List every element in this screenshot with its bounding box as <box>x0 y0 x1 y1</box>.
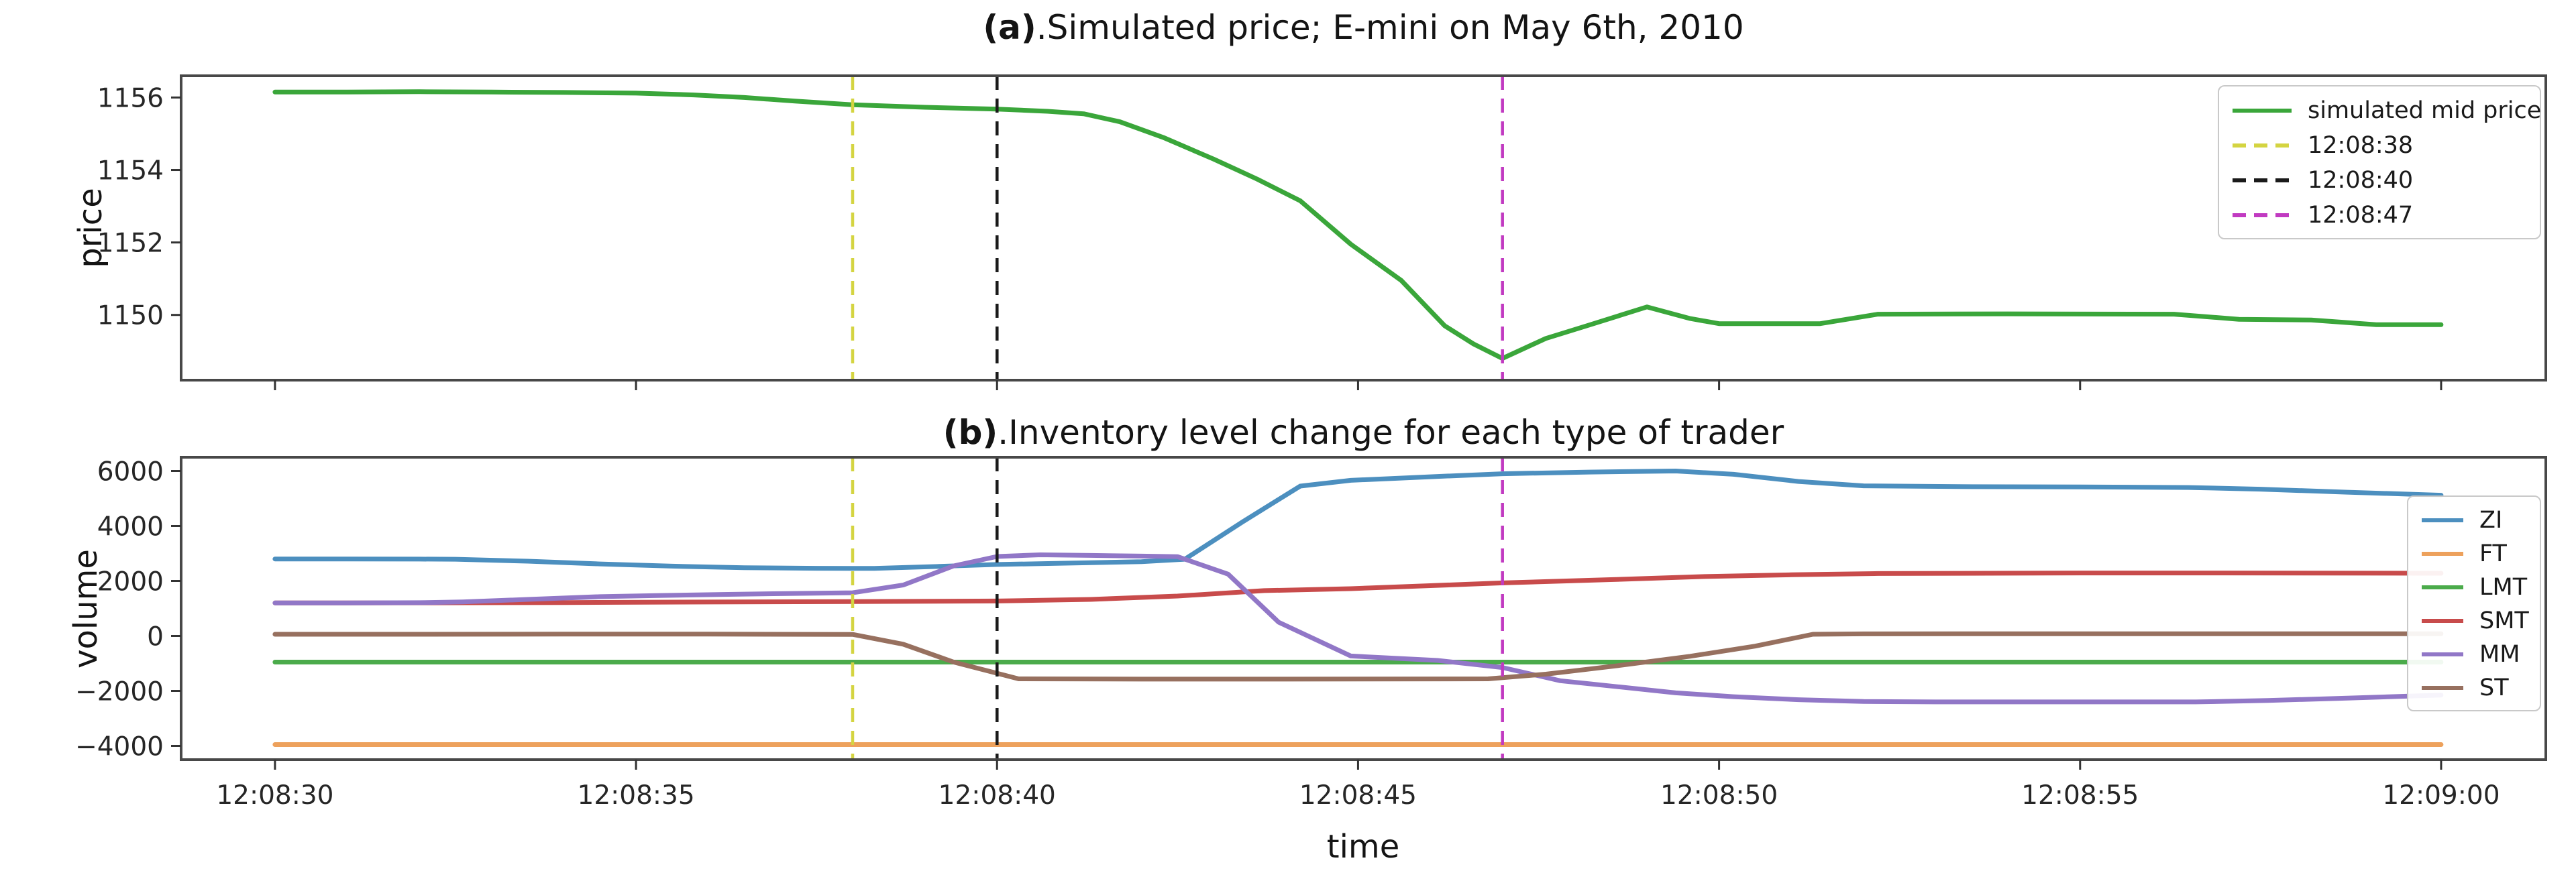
panel-b-title: (b).Inventory level change for each type… <box>181 413 2546 452</box>
legend-item-ft: FT <box>2420 537 2530 571</box>
x-tick-label: 12:08:35 <box>578 780 695 811</box>
mm-line <box>272 552 2444 705</box>
legend-line-sample <box>2422 619 2463 623</box>
y-tick-label: 1154 <box>97 156 164 186</box>
legend-line-sample <box>2422 552 2463 556</box>
legend-label: simulated mid price <box>2308 97 2542 124</box>
x-tick-label: 12:08:50 <box>1660 780 1778 811</box>
zi-line <box>272 469 2444 571</box>
panel-b-legend: ZI FT LMT SMT MM ST <box>2407 495 2541 711</box>
y-tick-label: −4000 <box>75 732 164 762</box>
x-tick-label: 12:08:30 <box>216 780 333 811</box>
legend-label: LMT <box>2479 574 2528 601</box>
legend-line-sample <box>2422 686 2463 690</box>
legend-label: ZI <box>2479 507 2503 534</box>
legend-label: 12:08:47 <box>2308 202 2414 229</box>
axes-frame <box>180 456 2547 761</box>
smt-line <box>272 571 2444 605</box>
legend-label: FT <box>2479 540 2507 567</box>
x-tick-label: 12:08:45 <box>1299 780 1417 811</box>
panel-a-legend: simulated mid price 12:08:38 12:08:40 12:08… <box>2218 85 2541 239</box>
panel-b-title-text: .Inventory level change for each type of… <box>998 413 1784 452</box>
legend-label: ST <box>2479 674 2509 701</box>
y-tick-label: 1152 <box>97 229 164 259</box>
legend-label: SMT <box>2479 607 2529 634</box>
legend-label: 12:08:38 <box>2308 132 2414 159</box>
legend-dashed-line-sample <box>2233 143 2292 148</box>
y-tick-label: 1150 <box>97 301 164 331</box>
y-tick-label: 2000 <box>97 567 164 597</box>
legend-dashed-line-sample <box>2233 178 2292 182</box>
legend-item-mm: MM <box>2420 638 2530 671</box>
legend-item-simulated-mid-price: simulated mid price <box>2231 93 2541 128</box>
legend-item-12-08-38: 12:08:38 <box>2231 128 2530 163</box>
legend-item-smt: SMT <box>2420 604 2530 638</box>
panel-b-plot-area: 6000 4000 2000 0 −2000 −4000 12:08:30 12:08:35 1… <box>75 456 2547 811</box>
st-line <box>272 631 2444 682</box>
legend-item-12-08-47: 12:08:47 <box>2231 198 2530 233</box>
x-tick-label: 12:08:55 <box>2021 780 2139 811</box>
legend-label: 12:08:40 <box>2308 167 2414 194</box>
y-tick-label: 6000 <box>97 457 164 487</box>
x-axis-label: time <box>1326 828 1400 866</box>
panel-a-title-text: .Simulated price; E-mini on May 6th, 201… <box>1036 8 1744 47</box>
panel-a-plot-area: 1156 1154 1152 1150 <box>97 74 2547 390</box>
panel-b-ylabel: volume <box>67 549 105 668</box>
y-tick-label: −2000 <box>75 677 164 707</box>
legend-label: MM <box>2479 641 2520 668</box>
y-tick-label: 1156 <box>97 83 164 113</box>
legend-item-zi: ZI <box>2420 504 2530 537</box>
x-tick-label: 12:09:00 <box>2382 780 2500 811</box>
legend-item-12-08-40: 12:08:40 <box>2231 163 2530 198</box>
y-tick-label: 4000 <box>97 512 164 542</box>
y-tick-label: 0 <box>147 622 164 652</box>
x-tick-label: 12:08:40 <box>938 780 1056 811</box>
legend-line-sample <box>2233 109 2292 113</box>
simulated-mid-price-line <box>272 89 2444 361</box>
legend-item-lmt: LMT <box>2420 571 2530 604</box>
legend-dashed-line-sample <box>2233 213 2292 217</box>
legend-line-sample <box>2422 585 2463 589</box>
panel-a-title-index: (a) <box>983 8 1036 47</box>
legend-item-st: ST <box>2420 671 2530 705</box>
axes-frame <box>180 74 2547 381</box>
panel-b-title-index: (b) <box>943 413 998 452</box>
legend-line-sample <box>2422 652 2463 656</box>
legend-line-sample <box>2422 518 2463 522</box>
panel-a-ylabel: price <box>72 188 109 268</box>
panel-a-title: (a).Simulated price; E-mini on May 6th, … <box>181 8 2546 47</box>
